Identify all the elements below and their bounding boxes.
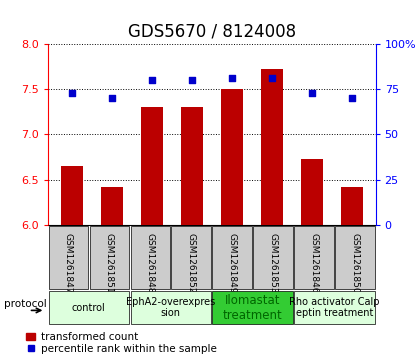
Bar xyxy=(49,291,129,324)
Bar xyxy=(171,227,211,289)
Text: Rho activator Calp
eptin treatment: Rho activator Calp eptin treatment xyxy=(289,297,380,318)
Bar xyxy=(141,107,163,225)
Point xyxy=(308,90,315,95)
Point xyxy=(108,95,115,101)
Legend: transformed count, percentile rank within the sample: transformed count, percentile rank withi… xyxy=(26,332,216,354)
Text: GSM1261849: GSM1261849 xyxy=(228,233,237,293)
Text: GSM1261846: GSM1261846 xyxy=(310,233,319,293)
Text: GSM1261851: GSM1261851 xyxy=(105,233,114,294)
Bar xyxy=(130,227,170,289)
Bar xyxy=(212,227,252,289)
Bar xyxy=(49,227,88,289)
Bar xyxy=(261,69,283,225)
Bar xyxy=(181,107,203,225)
Bar xyxy=(221,89,243,225)
Title: GDS5670 / 8124008: GDS5670 / 8124008 xyxy=(127,23,296,41)
Point xyxy=(68,90,75,95)
Text: GSM1261847: GSM1261847 xyxy=(64,233,73,293)
Bar xyxy=(300,159,322,225)
Bar xyxy=(212,291,293,324)
Point xyxy=(228,75,235,81)
Text: GSM1261850: GSM1261850 xyxy=(351,233,359,294)
Text: GSM1261853: GSM1261853 xyxy=(269,233,278,294)
Text: GSM1261852: GSM1261852 xyxy=(187,233,195,293)
Bar xyxy=(130,291,211,324)
Point xyxy=(348,95,355,101)
Bar xyxy=(294,227,334,289)
Text: Ilomastat
treatment: Ilomastat treatment xyxy=(223,294,283,322)
Bar xyxy=(90,227,129,289)
Point xyxy=(269,75,275,81)
Text: control: control xyxy=(72,303,105,313)
Point xyxy=(148,77,155,83)
Text: EphA2-overexpres
sion: EphA2-overexpres sion xyxy=(126,297,215,318)
Bar xyxy=(254,227,293,289)
Text: GSM1261848: GSM1261848 xyxy=(146,233,155,293)
Bar xyxy=(341,187,363,225)
Text: protocol: protocol xyxy=(4,298,46,309)
Bar xyxy=(61,166,83,225)
Point xyxy=(188,77,195,83)
Bar xyxy=(335,227,375,289)
Bar xyxy=(101,187,123,225)
Bar xyxy=(294,291,375,324)
